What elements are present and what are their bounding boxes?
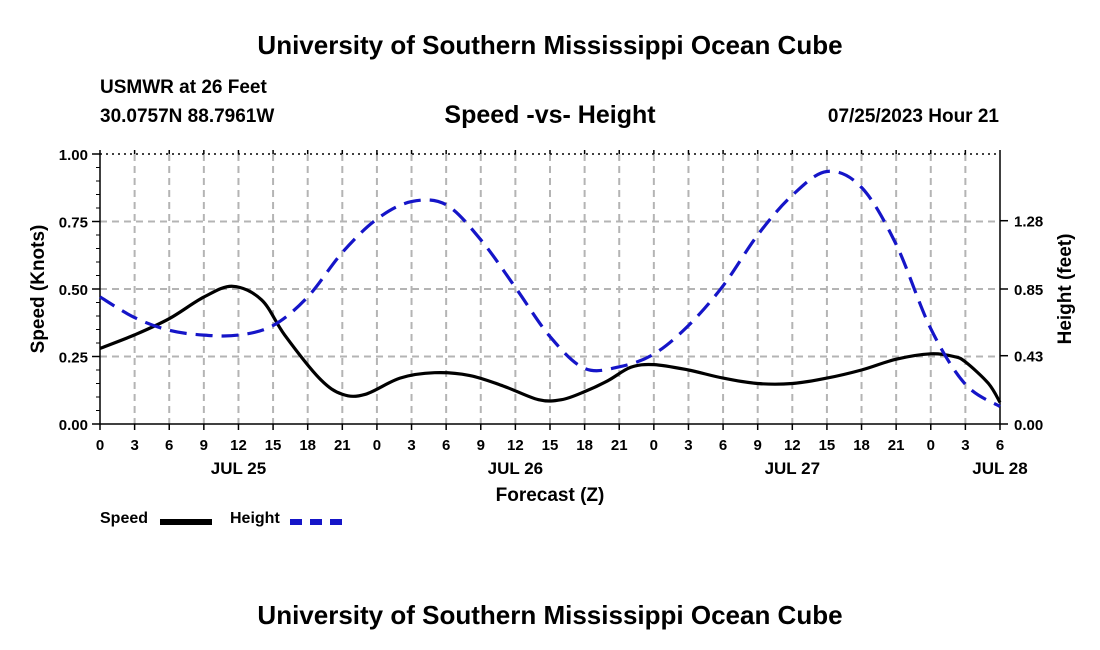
station-coordinates: 30.0757N 88.7961W [100, 106, 275, 127]
x-tick-label: 0 [927, 437, 935, 454]
x-tick-label: 6 [165, 437, 173, 454]
y-axis-title-right: Height (feet) [1055, 234, 1076, 345]
x-tick-label: 3 [407, 437, 415, 454]
x-date-label: JUL 26 [488, 459, 543, 478]
series-line-speed [99, 284, 1002, 404]
x-tick-label: 21 [888, 437, 905, 454]
x-tick-label: 0 [650, 437, 658, 454]
x-tick-label: 15 [819, 437, 836, 454]
y-axis-title-left: Speed (Knots) [28, 225, 49, 354]
x-tick-label: 18 [853, 437, 870, 454]
x-tick-label: 18 [576, 437, 593, 454]
x-tick-label: 6 [996, 437, 1004, 454]
y-tick-label-left: 0.50 [59, 282, 88, 299]
x-tick-label: 21 [334, 437, 351, 454]
x-axis-title: Forecast (Z) [496, 485, 605, 506]
x-tick-label: 15 [265, 437, 282, 454]
legend-speed-label: Speed [100, 510, 149, 527]
x-tick-label: 9 [754, 437, 762, 454]
x-date-label: JUL 25 [211, 459, 266, 478]
x-tick-label: 9 [477, 437, 485, 454]
x-tick-label: 3 [684, 437, 692, 454]
x-tick-label: 15 [542, 437, 559, 454]
page-title-top: University of Southern Mississippi Ocean… [257, 30, 843, 60]
y-tick-label-left: 0.25 [59, 350, 88, 367]
forecast-datetime: 07/25/2023 Hour 21 [827, 106, 999, 127]
page-title-bottom: University of Southern Mississippi Ocean… [257, 600, 843, 630]
y-tick-label-right: 0.43 [1014, 349, 1043, 366]
y-tick-label-left: 1.00 [59, 147, 88, 164]
legend-height-label: Height [230, 510, 280, 527]
y-tick-label-left: 0.00 [59, 417, 88, 434]
y-tick-label-right: 0.85 [1014, 282, 1043, 299]
legend-speed-swatch [160, 519, 212, 525]
x-date-label: JUL 27 [765, 459, 820, 478]
x-tick-label: 12 [784, 437, 801, 454]
x-tick-label: 9 [200, 437, 208, 454]
x-tick-label: 6 [442, 437, 450, 454]
station-name: USMWR at 26 Feet [100, 77, 267, 98]
x-tick-label: 12 [230, 437, 247, 454]
y-tick-label-right: 1.28 [1014, 214, 1043, 231]
x-date-label: JUL 28 [972, 459, 1027, 478]
x-tick-label: 21 [611, 437, 628, 454]
series-line-height [99, 169, 1001, 408]
x-tick-label: 12 [507, 437, 524, 454]
x-tick-label: 0 [373, 437, 381, 454]
x-tick-label: 6 [719, 437, 727, 454]
x-tick-label: 0 [96, 437, 104, 454]
y-tick-label-left: 0.75 [59, 215, 88, 232]
legend-height-swatch [290, 519, 342, 525]
x-tick-label: 3 [130, 437, 138, 454]
y-tick-label-right: 0.00 [1014, 417, 1043, 434]
chart-title: Speed -vs- Height [444, 101, 656, 129]
x-tick-label: 3 [961, 437, 969, 454]
x-tick-label: 18 [299, 437, 316, 454]
